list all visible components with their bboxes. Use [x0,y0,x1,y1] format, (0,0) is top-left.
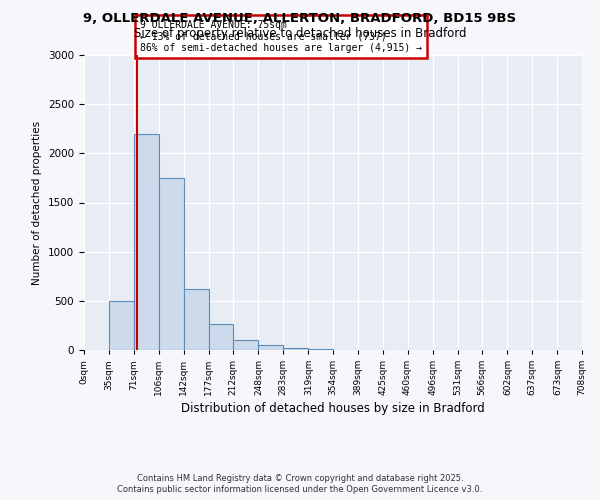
Text: Contains HM Land Registry data © Crown copyright and database right 2025.
Contai: Contains HM Land Registry data © Crown c… [118,474,482,494]
Bar [158,178,184,350]
Bar [233,340,259,350]
Y-axis label: Number of detached properties: Number of detached properties [32,120,43,284]
Text: 9 OLLERDALE AVENUE: 75sqm
← 13% of detached houses are smaller (737)
86% of semi: 9 OLLERDALE AVENUE: 75sqm ← 13% of detac… [140,20,422,53]
Bar [308,349,333,350]
Bar [283,348,308,350]
Bar [134,134,158,350]
Text: 9, OLLERDALE AVENUE, ALLERTON, BRADFORD, BD15 9BS: 9, OLLERDALE AVENUE, ALLERTON, BRADFORD,… [83,12,517,26]
Text: Size of property relative to detached houses in Bradford: Size of property relative to detached ho… [134,28,466,40]
Bar [109,301,134,350]
X-axis label: Distribution of detached houses by size in Bradford: Distribution of detached houses by size … [181,402,485,415]
Bar [209,324,233,350]
Bar [259,345,283,350]
Bar [184,289,209,350]
